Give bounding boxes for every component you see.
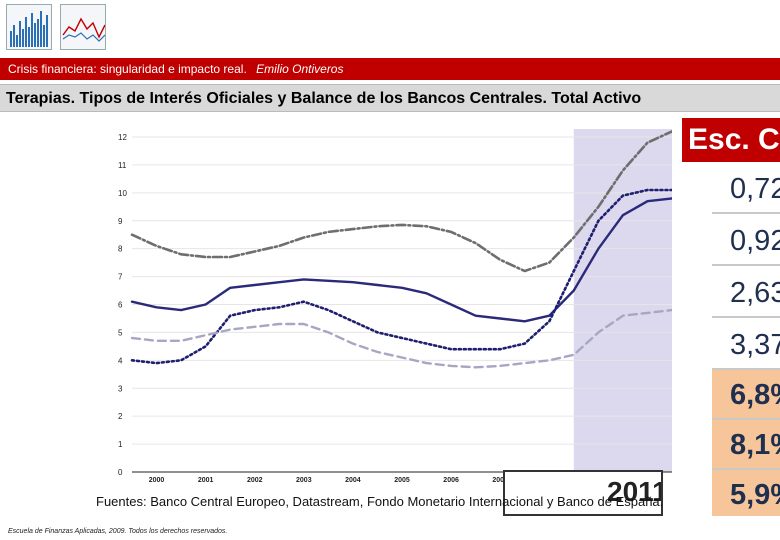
- scenario-value: 0,92%: [712, 216, 780, 266]
- y-tick-label-left: 0: [118, 468, 123, 477]
- thumbnail-chart-right: [60, 4, 106, 50]
- title-bar: Terapias. Tipos de Interés Oficiales y B…: [0, 84, 780, 112]
- scenario-header: Esc. Ce: [682, 118, 780, 162]
- scenario-value: 8,1%: [712, 420, 780, 470]
- year-box: 2011: [503, 470, 663, 516]
- x-tick-label: 2002: [247, 477, 263, 484]
- sources-note: Fuentes: Banco Central Europeo, Datastre…: [96, 494, 664, 509]
- y-tick-label-left: 7: [118, 273, 123, 282]
- y-tick-label-left: 8: [118, 245, 123, 254]
- x-tick-label: 2003: [296, 477, 312, 484]
- y-tick-label-left: 12: [118, 133, 127, 142]
- scenario-panel: Esc. Ce 0,72%0,92%2,63%3,37%6,8%8,1%5,9%: [672, 112, 780, 516]
- y-tick-label-left: 3: [118, 384, 123, 393]
- slide-title: Terapias. Tipos de Interés Oficiales y B…: [6, 90, 642, 107]
- thumbnail-charts: [6, 4, 106, 50]
- y-tick-label-left: 10: [118, 189, 127, 198]
- x-tick-label: 2006: [443, 477, 459, 484]
- thumbnail-chart-left: [6, 4, 52, 50]
- y-tick-label-left: 5: [118, 328, 123, 337]
- author-name: Emilio Ontiveros: [256, 62, 344, 76]
- scenario-value: 6,8%: [712, 370, 780, 420]
- series-line-dashed: [130, 308, 674, 369]
- x-tick-label: 2001: [198, 477, 214, 484]
- series-line-solid: [130, 197, 674, 323]
- scenario-value: 0,72%: [712, 164, 780, 214]
- x-tick-label: 2007: [492, 477, 508, 484]
- scenario-value: 3,37%: [712, 320, 780, 370]
- series-lines: [130, 130, 674, 369]
- y-tick-label-left: 2: [118, 412, 123, 421]
- y-tick-label-left: 1: [118, 440, 123, 449]
- footer-copyright: Escuela de Finanzas Aplicadas, 2009. Tod…: [8, 528, 228, 535]
- x-tick-label: 2004: [345, 477, 361, 484]
- y-tick-label-left: 11: [118, 161, 127, 170]
- scenario-value: 2,63%: [712, 268, 780, 318]
- scenario-value: 5,9%: [712, 470, 780, 516]
- y-tick-label-left: 6: [118, 301, 123, 310]
- year-label: 2011: [607, 476, 663, 507]
- series-line-dash-dot: [130, 130, 674, 273]
- subtitle-text: Crisis financiera: singularidad e impact…: [8, 62, 247, 76]
- subtitle-bar: Crisis financiera: singularidad e impact…: [0, 58, 780, 80]
- x-tick-label: 2005: [394, 477, 410, 484]
- y-tick-label-left: 9: [118, 217, 123, 226]
- y-tick-label-left: 4: [118, 356, 123, 365]
- series-line-dotted: [130, 188, 674, 365]
- x-tick-label: 2000: [149, 477, 165, 484]
- shaded-period-2009-2010: [573, 129, 672, 472]
